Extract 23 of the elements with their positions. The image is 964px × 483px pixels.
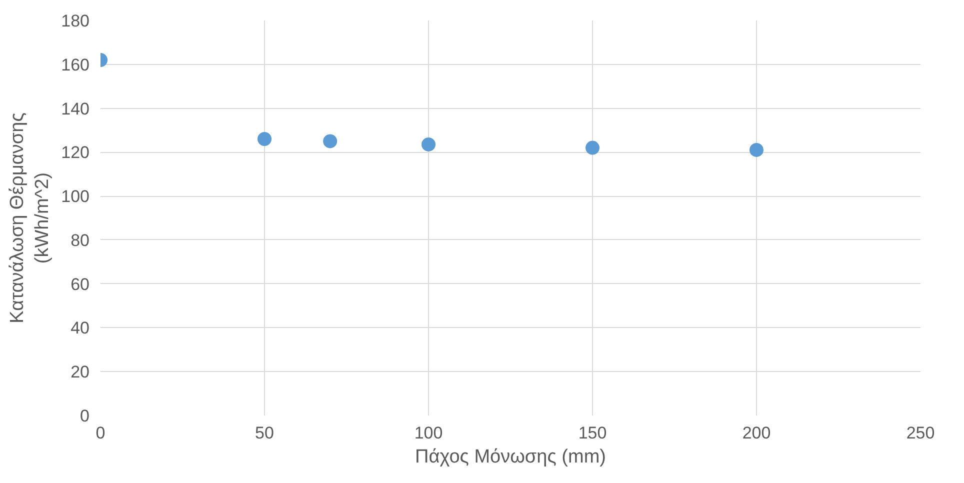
y-tick-label: 180: [61, 12, 90, 30]
y-tick-label: 20: [70, 362, 90, 382]
y-tick-label: 100: [61, 187, 90, 206]
y-tick-label: 60: [70, 274, 90, 294]
point: [422, 138, 436, 152]
y-axis-title: Κατανάλωση Θέρμανσης (kWh/m^2): [6, 112, 54, 324]
x-axis-title: Πάχος Μόνωσης (mm): [415, 446, 606, 468]
y-tick-label: 140: [61, 99, 90, 118]
y-tick-label: 160: [61, 55, 90, 74]
point: [586, 140, 600, 155]
x-tick-label: 150: [578, 424, 607, 442]
y-tick-label: 120: [61, 143, 90, 162]
x-tick-label: 100: [414, 424, 443, 442]
x-tick-label: 200: [742, 424, 771, 442]
y-tick-label: 40: [70, 318, 90, 338]
x-tick-label: 250: [906, 424, 935, 442]
y-tick-label: 0: [80, 406, 90, 426]
x-tick-label: 0: [96, 424, 106, 442]
point: [258, 132, 272, 146]
x-tick-label: 50: [255, 424, 274, 442]
point: [750, 142, 764, 157]
point: [323, 134, 338, 148]
y-tick-label: 80: [70, 230, 90, 250]
